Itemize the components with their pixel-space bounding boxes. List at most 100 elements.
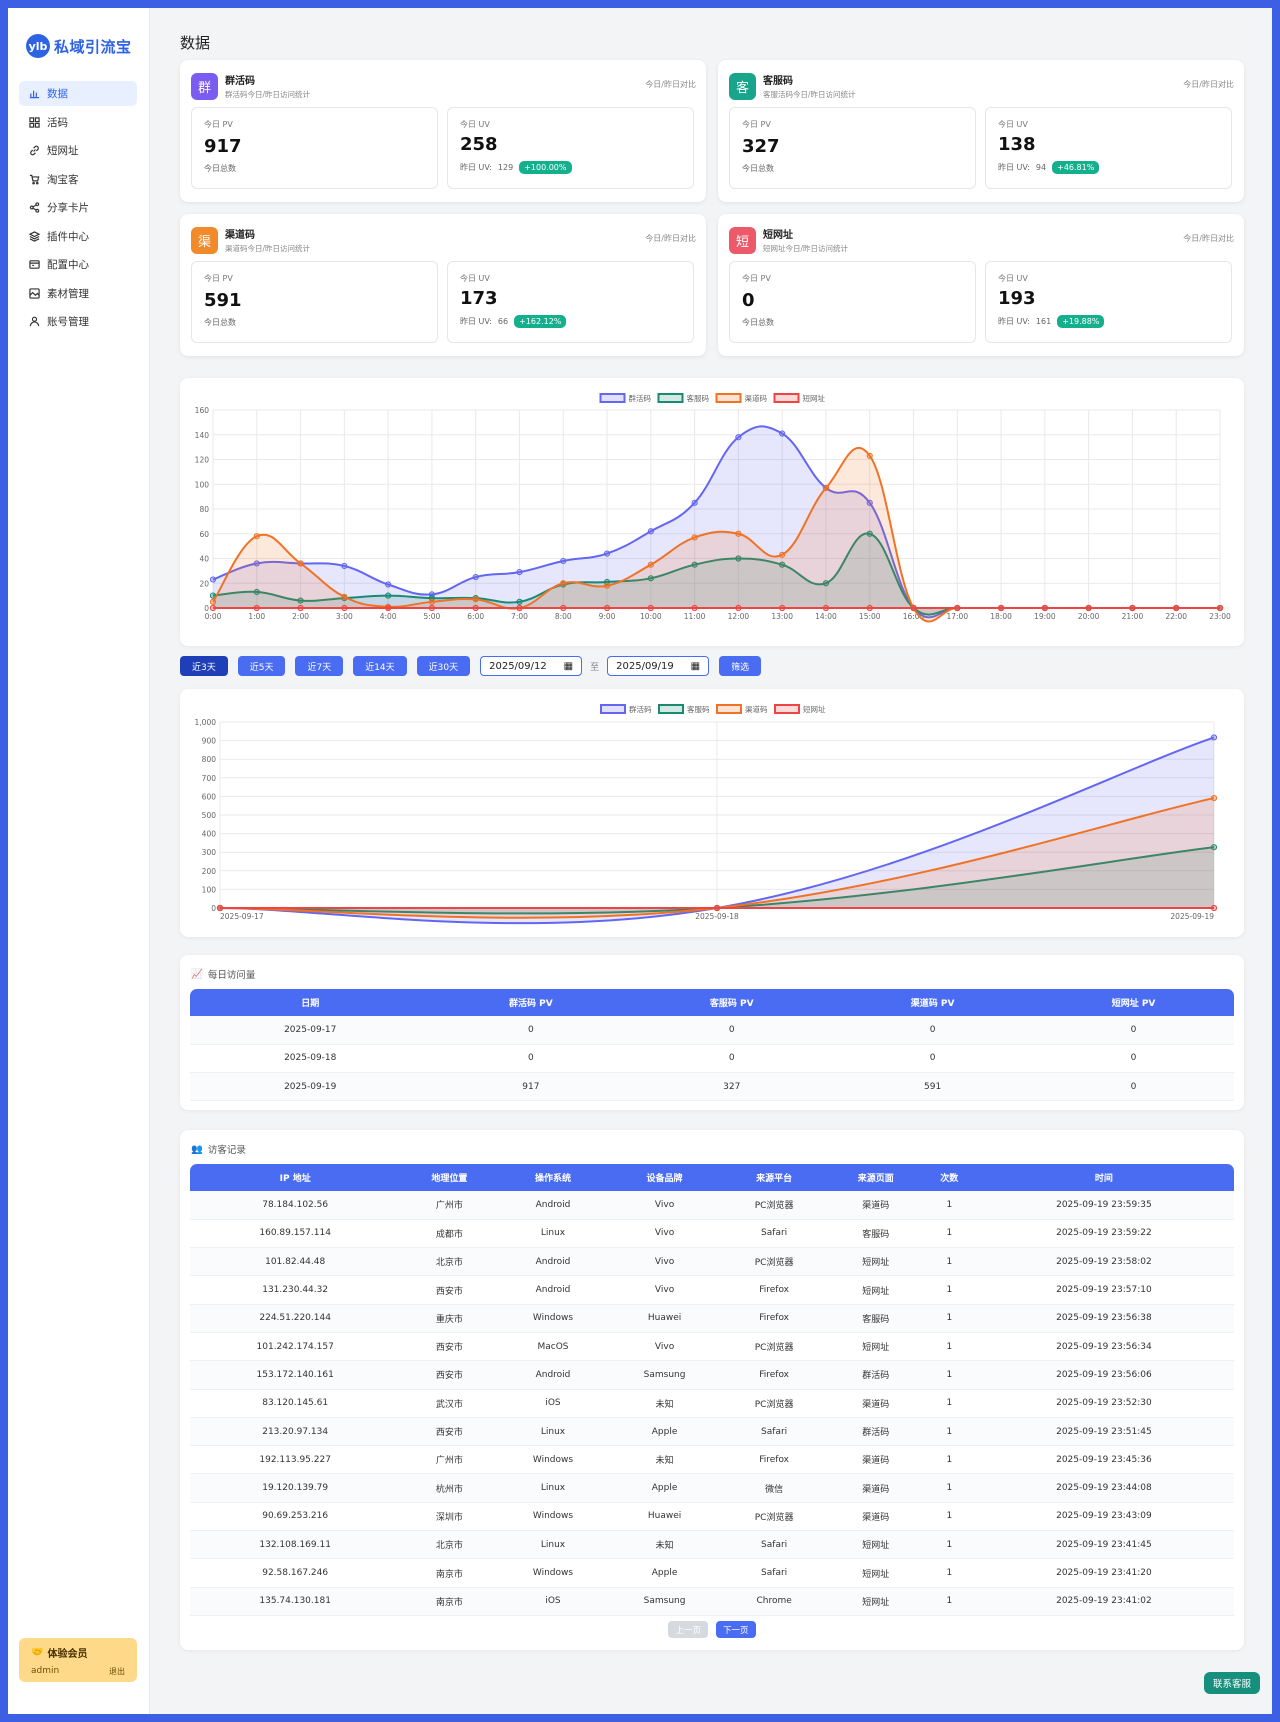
data-point[interactable] <box>866 499 873 506</box>
legend-label[interactable]: 渠道码 <box>745 393 768 403</box>
legend-label[interactable]: 短网址 <box>803 704 826 714</box>
data-point[interactable] <box>472 604 479 612</box>
data-point[interactable] <box>822 580 830 587</box>
data-point[interactable] <box>385 592 392 599</box>
contact-support-button[interactable]: 联系客服 <box>1203 1672 1260 1694</box>
legend-label[interactable]: 群活码 <box>629 393 652 403</box>
data-point[interactable] <box>1210 794 1218 802</box>
sidebar-item-2[interactable]: 短网址 <box>19 138 137 163</box>
legend-label[interactable]: 客服码 <box>687 393 710 403</box>
sidebar-item-1[interactable]: 活码 <box>19 110 137 135</box>
next-page-button[interactable]: 下一页 <box>716 1621 756 1638</box>
range-button[interactable]: 近30天 <box>416 656 471 676</box>
data-point[interactable] <box>341 593 348 600</box>
sidebar-item-8[interactable]: 账号管理 <box>19 309 137 334</box>
data-point[interactable] <box>253 560 260 567</box>
data-point[interactable] <box>297 597 304 604</box>
sidebar-item-4[interactable]: 分享卡片 <box>19 195 137 220</box>
legend-swatch[interactable] <box>658 704 684 714</box>
start-date-input[interactable]: 2025/09/12 ▦ <box>480 656 583 676</box>
sidebar-item-6[interactable]: 配置中心 <box>19 252 137 277</box>
data-point[interactable] <box>603 604 611 612</box>
apply-filter-button[interactable]: 筛选 <box>719 656 762 676</box>
data-point[interactable] <box>341 562 348 570</box>
data-point[interactable] <box>1210 844 1218 851</box>
data-point[interactable] <box>647 604 654 612</box>
data-point[interactable] <box>209 576 217 583</box>
data-point[interactable] <box>560 580 567 587</box>
data-point[interactable] <box>954 604 961 612</box>
data-point[interactable] <box>428 598 436 605</box>
data-point[interactable] <box>216 904 224 912</box>
data-point[interactable] <box>779 604 786 612</box>
data-point[interactable] <box>603 550 611 557</box>
data-point[interactable] <box>691 534 698 541</box>
legend-swatch[interactable] <box>773 393 800 403</box>
legend-swatch[interactable] <box>600 704 626 714</box>
data-point[interactable] <box>1085 604 1092 612</box>
data-point[interactable] <box>779 551 786 558</box>
data-point[interactable] <box>735 434 742 441</box>
data-point[interactable] <box>713 904 721 912</box>
data-point[interactable] <box>779 561 786 568</box>
data-point[interactable] <box>1173 604 1180 612</box>
data-point[interactable] <box>428 604 436 612</box>
legend-label[interactable]: 短网址 <box>803 393 826 403</box>
data-point[interactable] <box>822 604 830 612</box>
data-point[interactable] <box>1210 734 1218 741</box>
data-point[interactable] <box>385 604 392 612</box>
legend-swatch[interactable] <box>774 704 800 714</box>
logo[interactable]: ylb 私域引流宝 <box>26 34 132 58</box>
data-point[interactable] <box>735 604 742 612</box>
sidebar-item-7[interactable]: 素材管理 <box>19 281 137 306</box>
data-point[interactable] <box>779 430 786 437</box>
data-point[interactable] <box>735 530 742 537</box>
data-point[interactable] <box>866 604 873 612</box>
legend-swatch[interactable] <box>599 393 626 403</box>
data-point[interactable] <box>297 604 304 612</box>
sidebar-item-3[interactable]: 淘宝客 <box>19 167 137 192</box>
data-point[interactable] <box>560 604 567 612</box>
end-date-input[interactable]: 2025/09/19 ▦ <box>607 656 710 676</box>
data-point[interactable] <box>1129 604 1136 612</box>
data-point[interactable] <box>866 530 873 537</box>
sidebar-item-5[interactable]: 插件中心 <box>19 224 137 249</box>
data-point[interactable] <box>866 452 873 459</box>
data-point[interactable] <box>341 604 348 612</box>
legend-label[interactable]: 群活码 <box>629 704 652 714</box>
data-point[interactable] <box>735 555 742 562</box>
data-point[interactable] <box>691 604 698 612</box>
data-point[interactable] <box>297 560 304 567</box>
data-point[interactable] <box>516 604 523 612</box>
data-point[interactable] <box>253 533 260 540</box>
data-point[interactable] <box>560 557 567 565</box>
data-point[interactable] <box>647 528 654 535</box>
data-point[interactable] <box>209 598 217 605</box>
data-point[interactable] <box>691 499 698 506</box>
data-point[interactable] <box>385 581 392 588</box>
legend-label[interactable]: 客服码 <box>687 704 710 714</box>
data-point[interactable] <box>472 573 479 581</box>
range-button[interactable]: 近5天 <box>237 656 286 676</box>
prev-page-button[interactable]: 上一页 <box>668 1621 708 1638</box>
data-point[interactable] <box>1210 904 1218 912</box>
data-point[interactable] <box>472 596 479 603</box>
legend-swatch[interactable] <box>716 704 742 714</box>
data-point[interactable] <box>516 598 523 605</box>
data-point[interactable] <box>253 604 260 612</box>
logout-link[interactable]: 退出 <box>109 1667 125 1676</box>
data-point[interactable] <box>647 561 654 568</box>
legend-label[interactable]: 渠道码 <box>745 704 768 714</box>
data-point[interactable] <box>1216 604 1224 612</box>
data-point[interactable] <box>253 588 260 596</box>
legend-swatch[interactable] <box>657 393 684 403</box>
data-point[interactable] <box>1041 604 1048 612</box>
data-point[interactable] <box>647 575 654 582</box>
data-point[interactable] <box>516 569 523 576</box>
legend-swatch[interactable] <box>715 393 742 403</box>
data-point[interactable] <box>822 484 830 492</box>
range-button[interactable]: 近3天 <box>180 656 228 676</box>
data-point[interactable] <box>910 604 917 612</box>
range-button[interactable]: 近7天 <box>295 656 344 676</box>
data-point[interactable] <box>997 604 1005 612</box>
